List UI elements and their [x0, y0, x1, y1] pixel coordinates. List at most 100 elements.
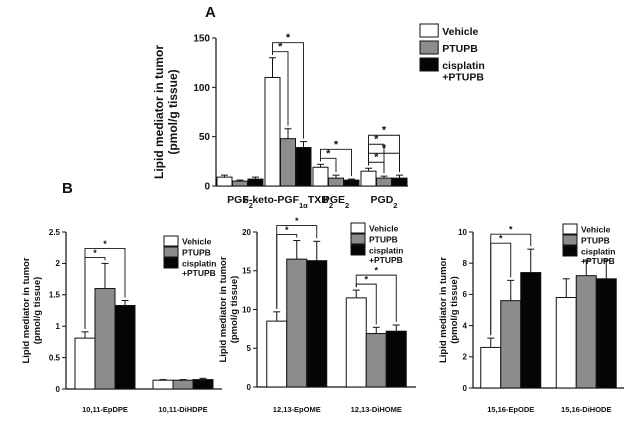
bar: [312, 166, 329, 187]
y-tick-label: 0: [463, 384, 468, 393]
y-tick-label: 0: [204, 182, 210, 193]
x-tick-label-part: PGF: [227, 194, 249, 206]
x-tick-label: 15,16-EpODE: [487, 405, 534, 414]
bar: [595, 278, 617, 389]
bar: [520, 272, 542, 389]
y-tick-label: 2: [463, 353, 468, 362]
significance-asterisk: *: [286, 32, 291, 44]
significance-asterisk: *: [364, 275, 368, 285]
legend-swatch: [350, 222, 366, 234]
legend-swatch: [350, 233, 366, 245]
legend-swatch: [163, 235, 179, 247]
y-tick-label: 150: [193, 34, 210, 45]
significance-asterisk: *: [374, 152, 379, 164]
significance-asterisk: *: [499, 234, 503, 244]
legend-label: Vehicle: [369, 224, 399, 234]
legend-swatch: [350, 244, 366, 256]
significance-bracket: [368, 134, 400, 173]
x-tick-label-subscript: 2: [329, 201, 333, 210]
y-axis-label-units: (pmol/g tissue): [32, 277, 43, 345]
chart-panel-b2: 0 5 10 15 20 Lipid mediator in tumor (pmol/g t…: [218, 216, 416, 414]
bar: [94, 288, 116, 390]
y-tick-label: 6: [463, 290, 468, 299]
chart-panel-a: 0 50 100 150 Lipid mediator in tumor (pmol/g …: [152, 23, 485, 210]
legend-label: cisplatin: [581, 247, 615, 257]
bar: [247, 178, 264, 187]
legend-label: +PTUPB: [182, 268, 216, 278]
significance-asterisk: *: [103, 239, 107, 249]
legend-label: cisplatin: [369, 246, 403, 256]
bar: [343, 179, 360, 187]
bar: [114, 304, 136, 390]
significance-asterisk: *: [285, 225, 289, 235]
bar: [376, 177, 392, 187]
x-tick-label: 15,16-DiHODE: [561, 405, 611, 414]
bar: [575, 275, 597, 389]
y-tick-label: 0.5: [49, 353, 61, 362]
chart-panel-b1: 0 0.5 1 1.5 2 2.5 Lipid mediator in tumor (pmol…: [21, 228, 222, 414]
x-tick-label: 10,11-EpDPE: [82, 405, 128, 414]
significance-bracket: [320, 148, 352, 177]
y-tick-label: 10: [458, 228, 467, 237]
y-tick-label: 10: [242, 305, 251, 314]
significance-asterisk: *: [509, 225, 513, 235]
y-tick-label: 20: [242, 228, 251, 237]
x-tick-label: PGF2: [227, 194, 253, 210]
y-axis-label-units: (pmol/g tissue): [166, 69, 180, 154]
significance-asterisk: *: [295, 216, 299, 226]
legend-swatch: [163, 246, 179, 258]
bar: [306, 260, 328, 388]
y-tick-label: 2.5: [49, 228, 61, 237]
legend-label: Vehicle: [581, 225, 611, 235]
significance-asterisk: *: [374, 134, 379, 146]
legend-label: cisplatin: [182, 259, 216, 269]
panel-b-label: B: [62, 180, 73, 197]
y-tick-label: 4: [463, 321, 468, 330]
legend-label: +PTUPB: [442, 72, 484, 84]
legend-swatch: [562, 234, 578, 246]
bar: [286, 258, 308, 388]
y-axis-label: Lipid mediator in tumor: [152, 45, 166, 179]
x-tick-label-subscript: 1α: [299, 201, 308, 210]
bar: [360, 170, 377, 187]
legend-swatch: [419, 23, 439, 38]
significance-bracket: [272, 42, 304, 139]
bar: [280, 138, 296, 187]
y-tick-label: 2: [56, 259, 61, 268]
bar: [328, 177, 344, 187]
y-tick-label: 100: [193, 83, 210, 94]
y-tick-label: 5: [247, 344, 252, 353]
y-tick-label: 50: [199, 132, 211, 143]
bar: [555, 297, 577, 389]
legend-swatch: [562, 223, 578, 235]
legend-swatch: [419, 40, 439, 55]
x-tick-label-part: PGD: [371, 194, 394, 206]
x-tick-label: PGD2: [371, 194, 398, 210]
bar: [264, 76, 281, 187]
x-tick-label: 12,13-DiHOME: [351, 405, 402, 414]
significance-asterisk: *: [326, 148, 331, 160]
legend-label: PTUPB: [442, 43, 478, 55]
legend-swatch: [163, 257, 179, 269]
significance-asterisk: *: [93, 248, 97, 258]
y-tick-label: 1.5: [49, 291, 61, 300]
bar: [295, 147, 312, 187]
y-axis-label: Lipid mediator in tumor: [21, 257, 32, 363]
significance-bracket: [490, 233, 532, 336]
legend-swatch: [562, 245, 578, 257]
x-tick-label: 6-keto-PGF1αTXB2: [243, 194, 333, 210]
x-tick-label: 12,13-EpOME: [273, 405, 321, 414]
x-tick-label-part: TXB: [308, 194, 329, 206]
legend-label: Vehicle: [182, 237, 212, 247]
bar: [365, 333, 387, 388]
bar: [216, 176, 233, 187]
y-axis-label: Lipid mediator in tumor: [438, 257, 449, 363]
legend-label: Vehicle: [442, 26, 478, 38]
y-tick-label: 0: [247, 383, 252, 392]
bar: [391, 177, 408, 187]
x-tick-label-subscript: 2: [393, 201, 397, 210]
bar: [74, 337, 96, 390]
y-axis-label-units: (pmol/g tissue): [449, 276, 460, 344]
y-tick-label: 0: [56, 385, 61, 394]
